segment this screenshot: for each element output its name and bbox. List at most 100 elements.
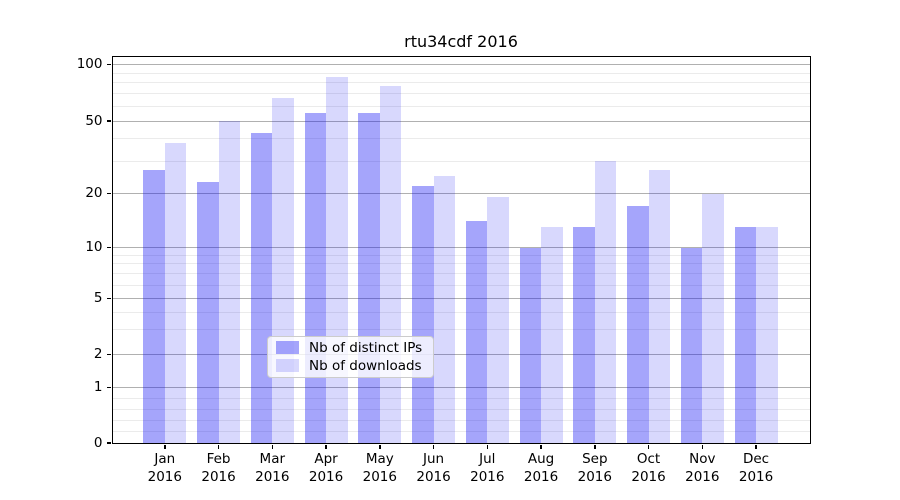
x-tick-label-year: 2016 (631, 468, 666, 485)
minor-gridline (112, 329, 810, 331)
x-tick-label-month: Sep (582, 451, 608, 467)
x-tick-label-month: Jan (154, 451, 176, 467)
x-tick-label: Jul 2016 (447, 451, 527, 486)
x-tick-label: Oct 2016 (609, 451, 689, 486)
bar-distinct-ips (680, 247, 703, 443)
bar-downloads (326, 76, 348, 443)
minor-gridline (112, 311, 810, 313)
x-tick-mark (647, 444, 650, 449)
bar-downloads (272, 98, 294, 443)
bar-downloads (379, 85, 402, 443)
major-gridline (112, 247, 810, 248)
y-tick-mark (107, 120, 111, 122)
x-tick-label-month: Apr (314, 451, 338, 467)
bar-distinct-ips (143, 169, 165, 443)
minor-gridline (112, 431, 810, 433)
x-tick-mark (325, 444, 327, 449)
bar-downloads (487, 197, 509, 443)
x-tick-label-year: 2016 (201, 468, 236, 485)
minor-gridline (112, 263, 810, 265)
x-tick-label: Jun 2016 (394, 451, 474, 486)
x-tick-label-month: Jul (479, 451, 496, 467)
minor-gridline (112, 160, 810, 162)
x-tick-mark (164, 444, 166, 449)
minor-gridline (112, 273, 810, 275)
legend-item-downloads: Nb of downloads (276, 359, 425, 373)
legend-item-distinct-ips: Nb of distinct IPs (276, 341, 425, 355)
x-tick-mark (379, 444, 381, 449)
bar-distinct-ips (627, 206, 649, 443)
x-tick-label-month: Dec (742, 451, 770, 467)
minor-gridline (112, 138, 810, 140)
x-tick-mark (701, 444, 704, 449)
minor-gridline (112, 284, 810, 286)
x-tick-label-year: 2016 (147, 468, 182, 485)
major-gridline (112, 193, 810, 194)
y-tick-label: 5 (93, 290, 103, 306)
x-tick-label-year: 2016 (738, 468, 774, 485)
major-gridline (112, 298, 810, 299)
y-tick-mark (107, 192, 111, 195)
minor-gridline (112, 105, 810, 107)
y-tick-label: 0 (93, 434, 103, 451)
y-tick-mark (107, 353, 111, 356)
legend-label: Nb of downloads (309, 357, 422, 374)
x-tick-mark (486, 444, 489, 449)
x-tick-label: Dec 2016 (716, 451, 796, 486)
bar-distinct-ips (250, 132, 273, 443)
minor-gridline (112, 82, 810, 84)
x-tick-label-year: 2016 (255, 468, 290, 485)
x-tick-label: Aug 2016 (501, 451, 581, 486)
major-gridline (112, 387, 810, 388)
bar-downloads (164, 142, 187, 443)
bar-downloads (541, 227, 563, 443)
x-tick-label: Sep 2016 (555, 451, 635, 486)
x-tick-label-month: Aug (527, 451, 555, 467)
x-tick-mark (540, 444, 542, 449)
bar-distinct-ips (197, 182, 219, 443)
x-tick-label: Feb 2016 (179, 451, 259, 486)
x-tick-label: Jan 2016 (125, 451, 205, 486)
y-tick-label: 20 (85, 185, 103, 201)
legend-label: Nb of distinct IPs (309, 339, 423, 356)
y-tick-label: 100 (76, 56, 103, 72)
x-tick-label-month: Nov (689, 451, 716, 467)
x-tick-label-month: Jun (423, 451, 445, 467)
y-tick-label: 50 (85, 112, 103, 129)
x-tick-label-month: Feb (206, 451, 231, 467)
x-tick-label-year: 2016 (470, 468, 505, 485)
legend: Nb of distinct IPs Nb of downloads (267, 335, 434, 378)
bar-distinct-ips (734, 227, 757, 443)
legend-swatch-downloads (276, 359, 299, 372)
y-tick-label: 1 (93, 379, 103, 395)
x-tick-mark (271, 444, 274, 449)
x-tick-label: Apr 2016 (286, 451, 366, 486)
x-tick-label-year: 2016 (577, 468, 612, 485)
bar-distinct-ips (304, 113, 327, 443)
x-tick-label-month: May (365, 451, 394, 467)
y-tick-mark (107, 63, 111, 66)
x-tick-label-year: 2016 (362, 468, 397, 485)
bar-downloads (433, 175, 456, 443)
bar-distinct-ips (412, 185, 434, 443)
minor-gridline (112, 409, 810, 411)
minor-gridline (112, 420, 810, 422)
x-tick-label-year: 2016 (685, 468, 720, 485)
bar-downloads (594, 161, 617, 443)
bar-downloads (218, 121, 241, 443)
y-tick-mark (107, 442, 111, 444)
bar-distinct-ips (573, 227, 595, 443)
chart-title: rtu34cdf 2016 (404, 32, 518, 51)
x-tick-label-year: 2016 (523, 468, 559, 485)
bar-distinct-ips (465, 221, 488, 443)
minor-gridline (112, 254, 810, 256)
x-tick-label-month: Oct (636, 451, 661, 467)
x-tick-label-year: 2016 (416, 468, 451, 485)
bar-distinct-ips (519, 247, 542, 443)
y-tick-label: 10 (85, 239, 103, 255)
x-tick-label: Mar 2016 (232, 451, 312, 486)
bar-distinct-ips (358, 113, 380, 443)
y-tick-mark (107, 246, 111, 249)
minor-gridline (112, 72, 810, 74)
bar-downloads (648, 169, 671, 443)
